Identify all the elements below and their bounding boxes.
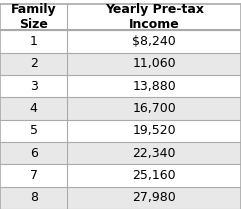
Bar [67,187,241,209]
Bar [0,142,67,164]
Text: 25,160: 25,160 [132,169,176,182]
Bar [0,4,67,30]
Text: 5: 5 [30,124,38,137]
Text: 2: 2 [30,57,38,70]
Text: Family
Size: Family Size [11,3,57,31]
Text: 6: 6 [30,147,38,160]
Text: 19,520: 19,520 [132,124,176,137]
Text: 11,060: 11,060 [132,57,176,70]
Bar [0,164,67,187]
Bar [67,120,241,142]
Text: $8,240: $8,240 [132,35,176,48]
Text: 4: 4 [30,102,38,115]
Bar [0,53,67,75]
Text: 22,340: 22,340 [133,147,176,160]
Text: Yearly Pre-tax
Income: Yearly Pre-tax Income [105,3,204,31]
Bar [67,97,241,120]
Bar [67,4,241,30]
Text: 8: 8 [30,191,38,204]
Bar [67,142,241,164]
Text: 1: 1 [30,35,38,48]
Text: 27,980: 27,980 [132,191,176,204]
Bar [67,30,241,53]
Text: 13,880: 13,880 [132,80,176,93]
Text: 16,700: 16,700 [132,102,176,115]
Bar [0,97,67,120]
Bar [0,30,67,53]
Bar [0,187,67,209]
Bar [67,53,241,75]
Text: 7: 7 [30,169,38,182]
Bar [67,75,241,97]
Bar [0,120,67,142]
Text: 3: 3 [30,80,38,93]
Bar [67,164,241,187]
Bar [0,75,67,97]
